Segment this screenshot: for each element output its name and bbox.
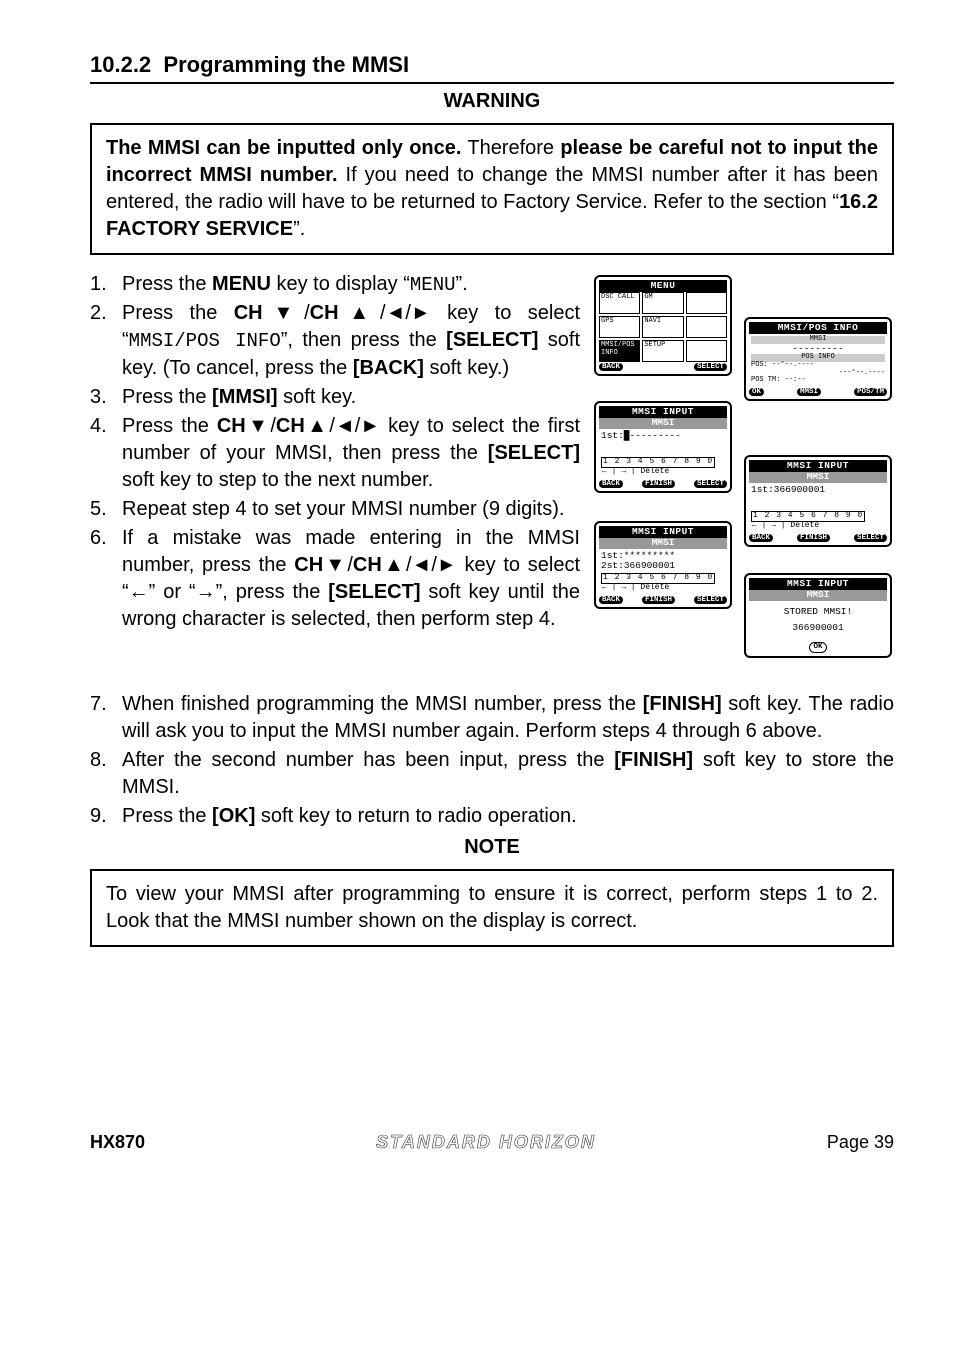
lcd-pos-info: MMSI/POS INFO MMSI --------- POS INFO PO… [744, 317, 892, 402]
step-text: Press the CH▼/CH▲/◄/► key to select “MMS… [122, 300, 580, 382]
step-text: Press the MENU key to display “MENU”. [122, 271, 580, 299]
step-num: 5. [90, 496, 122, 523]
step-4: 4. Press the CH▼/CH▲/◄/► key to select t… [90, 413, 580, 494]
footer-brand: STANDARD HORIZON [376, 1130, 596, 1154]
step-7: 7. When finished programming the MMSI nu… [90, 691, 894, 745]
step-num: 6. [90, 525, 122, 633]
step-6: 6. If a mistake was made entering in the… [90, 525, 580, 633]
step-text: When finished programming the MMSI numbe… [122, 691, 894, 745]
step-text: If a mistake was made entering in the MM… [122, 525, 580, 633]
step-1: 1. Press the MENU key to display “MENU”. [90, 271, 580, 299]
step-num: 8. [90, 747, 122, 801]
lcd-cluster: MENU DSC CALL GM GPS NAVI MMSI/POS INFO … [594, 275, 894, 685]
step-text: After the second number has been input, … [122, 747, 894, 801]
page-footer: HX870 STANDARD HORIZON Page 39 [90, 1130, 894, 1154]
warning-text: Therefore [461, 137, 560, 159]
step-2: 2. Press the CH▼/CH▲/◄/► key to select “… [90, 300, 580, 382]
lcd-title: MENU [599, 280, 727, 292]
warning-bold-1: The MMSI can be inputted only once. [106, 137, 461, 159]
step-9: 9. Press the [OK] soft key to return to … [90, 803, 894, 830]
note-label: NOTE [90, 834, 894, 861]
step-num: 4. [90, 413, 122, 494]
lcd-stored: MMSI INPUT MMSI STORED MMSI! 366900001 O… [744, 573, 892, 658]
lcd-input-2: MMSI INPUT MMSI 1st:********* 2st:366900… [594, 521, 732, 610]
step-text: Press the [OK] soft key to return to rad… [122, 803, 894, 830]
note-box: To view your MMSI after programming to e… [90, 869, 894, 947]
step-3: 3. Press the [MMSI] soft key. [90, 384, 580, 411]
step-text: Press the [MMSI] soft key. [122, 384, 580, 411]
step-num: 1. [90, 271, 122, 299]
warning-box: The MMSI can be inputted only once. Ther… [90, 123, 894, 255]
step-num: 2. [90, 300, 122, 382]
warning-label: WARNING [90, 88, 894, 115]
section-number: 10.2.2 [90, 52, 151, 77]
step-5: 5. Repeat step 4 to set your MMSI number… [90, 496, 580, 523]
footer-model: HX870 [90, 1130, 145, 1154]
lcd-menu: MENU DSC CALL GM GPS NAVI MMSI/POS INFO … [594, 275, 732, 377]
steps-list-b: 7. When finished programming the MMSI nu… [90, 691, 894, 830]
footer-page: Page 39 [827, 1130, 894, 1154]
section-title: Programming the MMSI [163, 52, 409, 77]
lcd-input-1: MMSI INPUT MMSI 1st:█--------- 1 2 3 4 5… [594, 401, 732, 493]
step-num: 9. [90, 803, 122, 830]
lcd-title: MMSI/POS INFO [749, 322, 887, 334]
step-text: Press the CH▼/CH▲/◄/► key to select the … [122, 413, 580, 494]
section-heading: 10.2.2 Programming the MMSI [90, 50, 894, 84]
lcd-input-3: MMSI INPUT MMSI 1st:366900001 1 2 3 4 5 … [744, 455, 892, 547]
step-text: Repeat step 4 to set your MMSI number (9… [122, 496, 580, 523]
step-num: 7. [90, 691, 122, 745]
step-8: 8. After the second number has been inpu… [90, 747, 894, 801]
steps-list-a: 1. Press the MENU key to display “MENU”.… [90, 271, 580, 633]
step-num: 3. [90, 384, 122, 411]
warning-text: ”. [293, 218, 305, 240]
